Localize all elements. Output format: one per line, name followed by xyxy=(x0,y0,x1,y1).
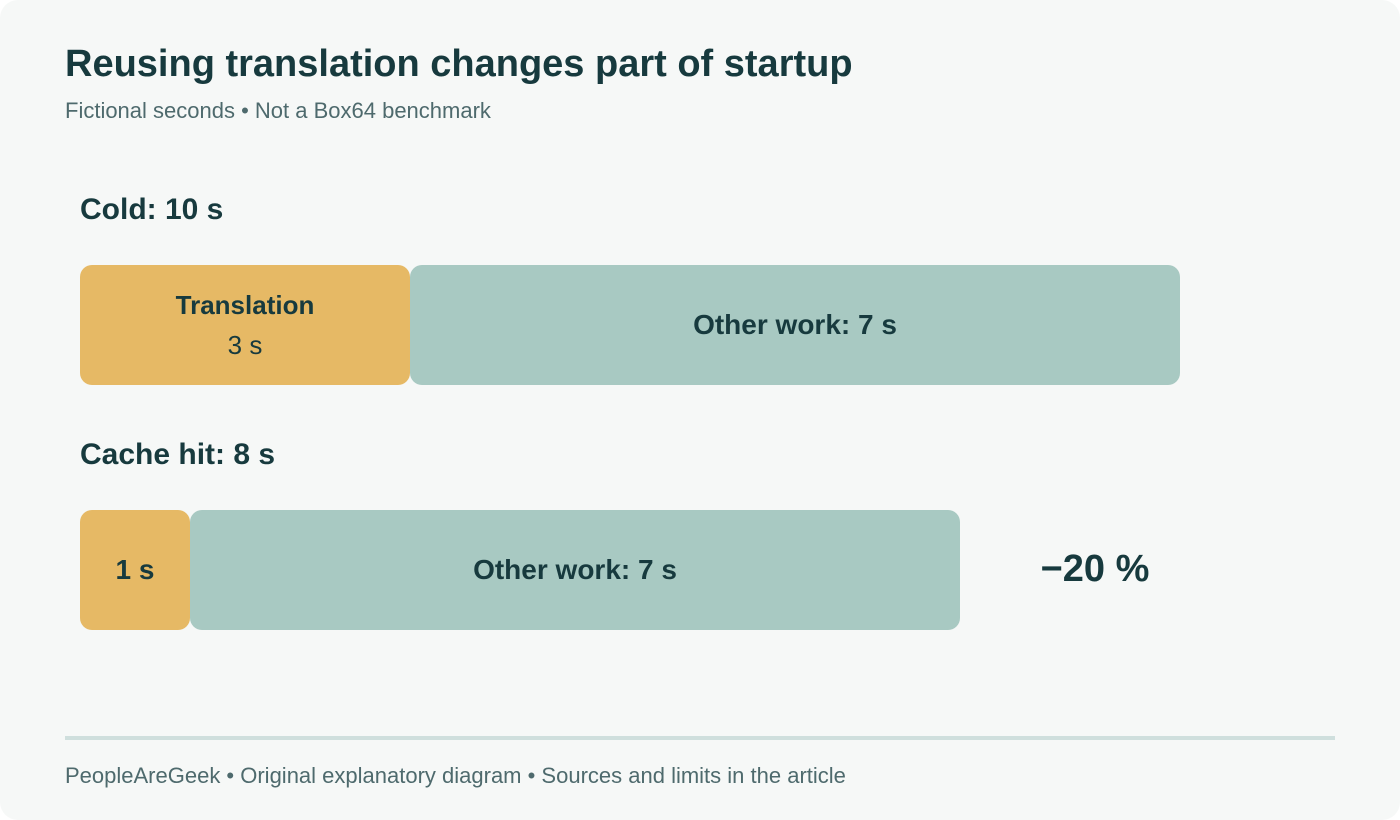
segment-cold-translation: Translation 3 s xyxy=(80,265,410,385)
segment-value: 3 s xyxy=(227,330,263,360)
segment-title: 1 s xyxy=(115,554,155,585)
segment-title: Translation xyxy=(175,290,315,320)
segment-cache-other-work: Other work: 7 s xyxy=(190,510,960,630)
row-label-cache-hit: Cache hit: 8 s xyxy=(80,438,276,471)
segment-cold-other-work: Other work: 7 s xyxy=(410,265,1180,385)
segment-cache-translation: 1 s xyxy=(80,510,190,630)
delta-percentage: −20 % xyxy=(1040,548,1150,590)
footer-divider xyxy=(65,736,1335,740)
footer-credit: PeopleAreGeek • Original explanatory dia… xyxy=(65,763,846,788)
row-label-cold: Cold: 10 s xyxy=(80,193,224,226)
diagram-title: Reusing translation changes part of star… xyxy=(65,43,853,85)
segment-title: Other work: 7 s xyxy=(693,309,897,340)
diagram-subtitle: Fictional seconds • Not a Box64 benchmar… xyxy=(65,98,491,123)
segment-title: Other work: 7 s xyxy=(473,554,677,585)
